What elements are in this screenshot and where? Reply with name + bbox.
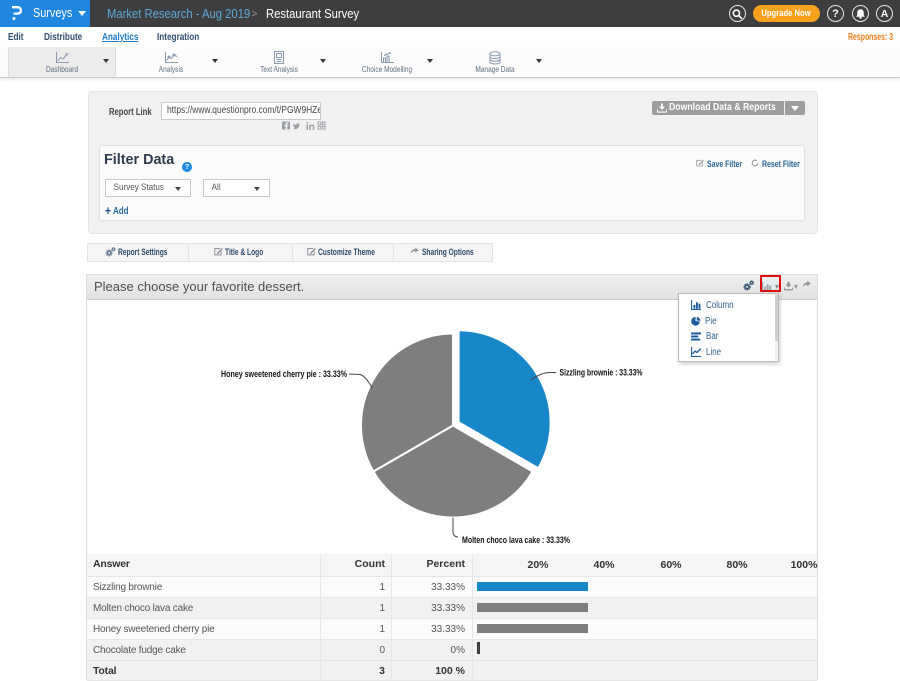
svg-text:Sizzling brownie : 33.33%: Sizzling brownie : 33.33% bbox=[560, 368, 643, 379]
svg-text:Molten choco lava cake : 33.33: Molten choco lava cake : 33.33% bbox=[462, 535, 570, 546]
svg-text:Honey sweetened cherry pie : 3: Honey sweetened cherry pie : 33.33% bbox=[221, 369, 347, 380]
